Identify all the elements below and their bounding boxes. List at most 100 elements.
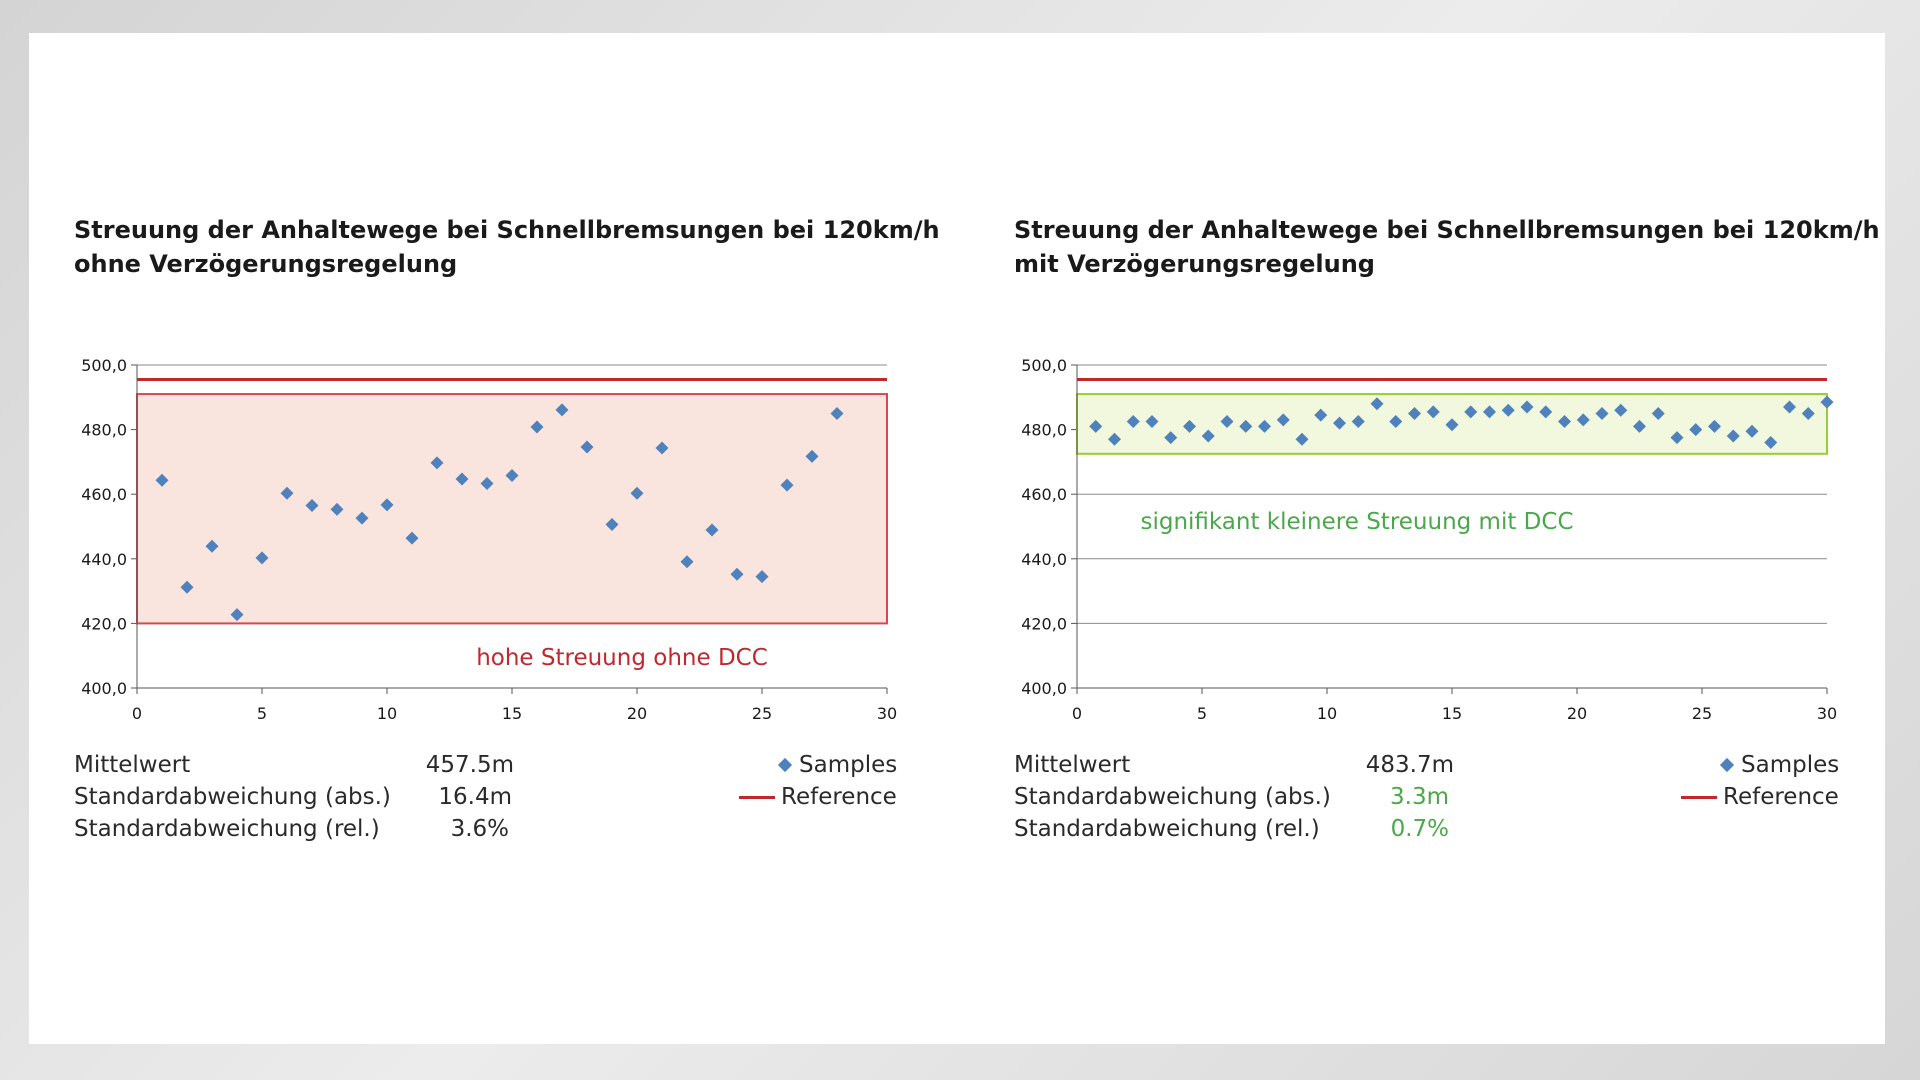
right-x-tick-label: 30 [1817, 704, 1837, 723]
left-x-tick-label: 0 [132, 704, 142, 723]
right-sample-point [1426, 405, 1440, 419]
left-y-tick-label: 420,0 [81, 614, 127, 633]
left-mean-value: 457.5m [425, 752, 514, 778]
left-sample-point [555, 403, 569, 417]
right-x-tick-label: 5 [1197, 704, 1207, 723]
right-sample-point [1520, 400, 1534, 414]
left-sample-point [155, 473, 169, 487]
right-sample-point [1483, 405, 1496, 419]
right-sample-point [1670, 431, 1684, 445]
right-y-tick-label: 480,0 [1021, 421, 1067, 440]
right-sample-point [1801, 406, 1815, 420]
left-x-tick-label: 5 [257, 704, 267, 723]
left-sample-point [830, 406, 844, 420]
left-chart-title: Streuung der Anhaltewege bei Schnellbrem… [74, 213, 940, 281]
right-sample-point [1614, 403, 1628, 417]
left-sample-point [630, 486, 644, 500]
left-y-tick-label: 480,0 [81, 421, 127, 440]
right-y-tick-label: 460,0 [1021, 485, 1067, 504]
right-sample-point [1089, 419, 1103, 433]
left-sample-point [505, 468, 519, 482]
left-sample-point [480, 477, 494, 491]
left-std-abs-label: Standardabweichung (abs.) [74, 784, 391, 810]
right-sample-point [1295, 432, 1309, 446]
right-sample-point [1333, 416, 1346, 430]
left-x-tick-label: 10 [377, 704, 397, 723]
right-sample-point [1351, 415, 1365, 429]
left-y-tick-label: 400,0 [81, 679, 127, 698]
left-sample-point [605, 518, 619, 532]
right-sample-point [1145, 415, 1159, 429]
left-sample-point [380, 498, 394, 512]
right-sample-point [1314, 408, 1328, 422]
left-scatter-band [136, 393, 888, 625]
left-sample-point [280, 486, 294, 500]
right-y-tick-label: 500,0 [1021, 356, 1067, 375]
left-x-tick-label: 15 [502, 704, 522, 723]
right-sample-point [1445, 418, 1459, 432]
left-legend-reference-marker [739, 796, 775, 799]
left-x-tick-label: 30 [877, 704, 897, 723]
right-x-tick-label: 15 [1442, 704, 1462, 723]
right-y-tick-label: 400,0 [1021, 679, 1067, 698]
right-sample-point [1820, 395, 1834, 409]
right-title-line1: Streuung der Anhaltewege bei Schnellbrem… [1014, 216, 1880, 244]
left-sample-point [230, 608, 244, 622]
left-sample-point [255, 551, 269, 565]
right-sample-point [1783, 400, 1796, 414]
right-sample-point [1558, 415, 1571, 429]
left-std-rel-label: Standardabweichung (rel.) [74, 816, 380, 842]
right-std-rel-label: Standardabweichung (rel.) [1014, 816, 1320, 842]
left-sample-point [530, 420, 544, 434]
right-std-abs-label: Standardabweichung (abs.) [1014, 784, 1331, 810]
left-sample-point [330, 502, 344, 516]
right-x-tick-label: 10 [1317, 704, 1337, 723]
left-sample-point [405, 531, 419, 545]
left-sample-point [180, 580, 194, 594]
left-scatter-chart: 400,0 420,0 440,0 460,0 480,0 500,0 0 5 10 15 20 25… [81, 356, 897, 723]
right-sample-point [1689, 423, 1703, 437]
content-card: Streuung der Anhaltewege bei Schnellbrem… [29, 33, 1885, 1044]
right-legend-samples: Samples [1741, 752, 1840, 778]
right-mean-value: 483.7m [1365, 752, 1454, 778]
left-sample-point [430, 456, 444, 470]
right-sample-point [1464, 405, 1478, 419]
right-sample-point [1126, 415, 1140, 429]
right-sample-point [1501, 403, 1515, 417]
left-mean-label: Mittelwert [74, 752, 191, 778]
right-sample-point [1108, 432, 1121, 446]
right-y-tick-label: 440,0 [1021, 550, 1067, 569]
left-legend-samples-marker [777, 757, 793, 773]
right-legend-samples-marker [1719, 757, 1735, 773]
left-sample-point [305, 499, 319, 513]
right-x-tick-label: 25 [1692, 704, 1712, 723]
right-sample-point [1164, 431, 1178, 445]
right-scatter-chart: 400,0 420,0 440,0 460,0 480,0 500,0 0 5 10 15 20 25… [1021, 356, 1837, 723]
right-sample-point [1258, 419, 1271, 433]
right-sample-point [1726, 429, 1740, 443]
right-legend-reference: Reference [1723, 784, 1839, 810]
right-sample-point [1633, 419, 1646, 433]
right-sample-point [1651, 406, 1665, 420]
right-sample-point [1220, 415, 1234, 429]
left-sample-point [780, 478, 794, 492]
right-sample-point [1576, 413, 1590, 427]
right-sample-point [1389, 415, 1403, 429]
right-legend-reference-marker [1681, 796, 1717, 799]
right-sample-point [1183, 419, 1196, 433]
right-sample-point [1370, 397, 1384, 411]
left-title-line1: Streuung der Anhaltewege bei Schnellbrem… [74, 216, 940, 244]
left-sample-point [805, 449, 819, 463]
right-title-line2: mit Verzögerungsregelung [1014, 250, 1375, 278]
left-sample-point [205, 539, 219, 553]
right-mean-label: Mittelwert [1014, 752, 1131, 778]
right-sample-point [1539, 405, 1553, 419]
left-std-abs-value: 16.4m [438, 784, 512, 810]
left-y-tick-label: 460,0 [81, 485, 127, 504]
left-sample-point [355, 511, 369, 525]
right-annotation: signifikant kleinere Streuung mit DCC [1140, 509, 1573, 535]
left-std-rel-value: 3.6% [450, 816, 509, 842]
right-sample-point [1201, 429, 1215, 443]
left-x-tick-label: 25 [752, 704, 772, 723]
left-legend-samples: Samples [799, 752, 898, 778]
